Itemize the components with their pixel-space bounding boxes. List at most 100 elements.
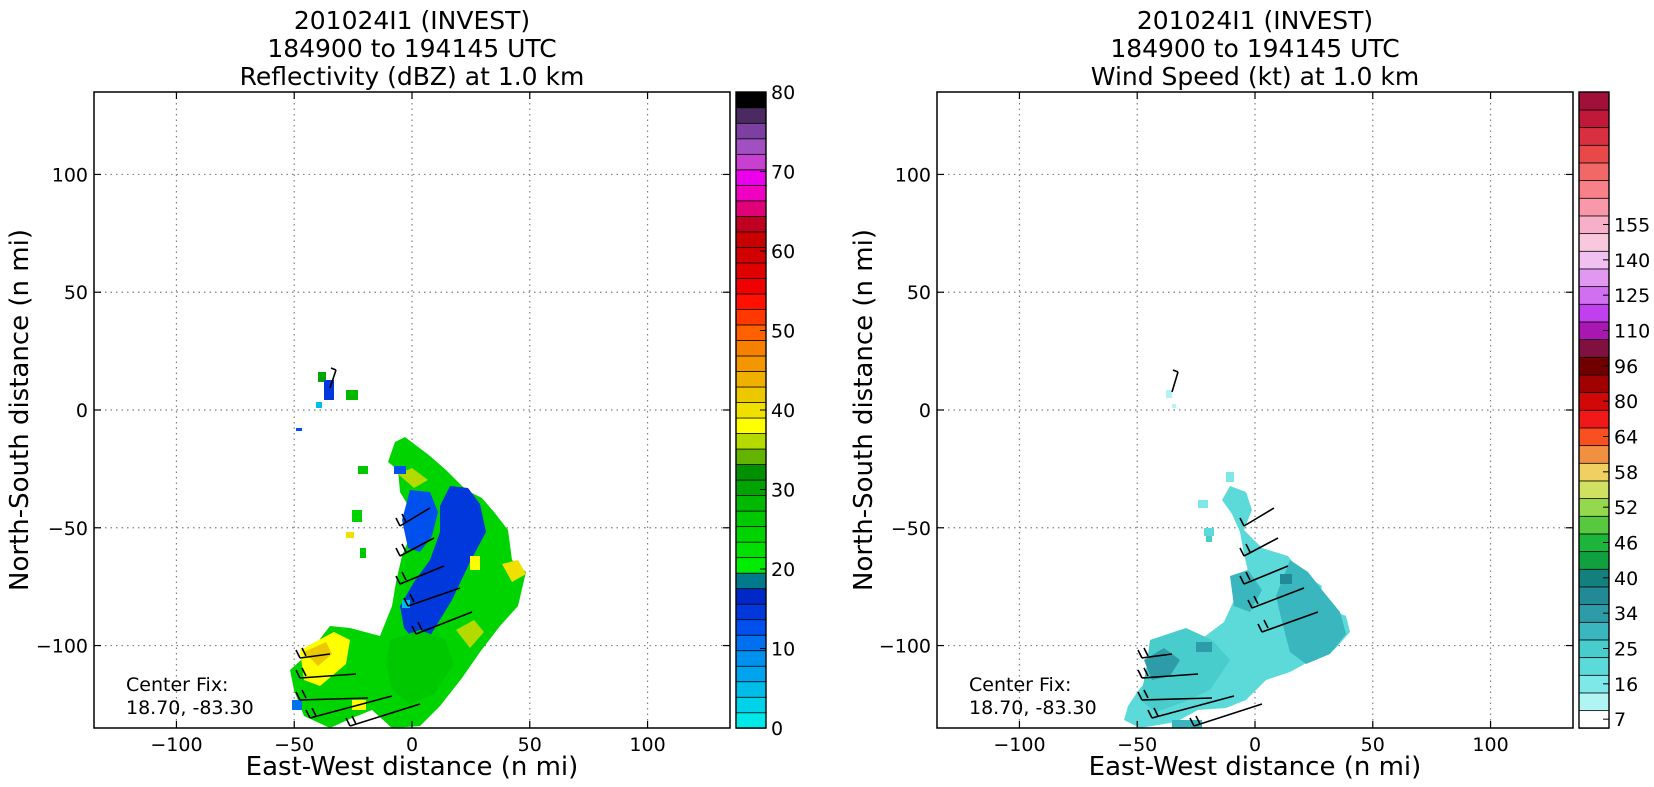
colorbar-segment [1578,338,1610,358]
colorbar-segment [1578,268,1610,288]
x-tick-label: −50 [274,734,314,756]
x-tick-label: −100 [150,734,202,756]
colorbar-tick-label: 25 [1614,639,1638,661]
grid-lines [94,92,730,728]
colorbar-tick-label: 140 [1614,250,1650,272]
colorbar-tick-label: 58 [1614,462,1638,484]
colorbar-segment [1578,303,1610,323]
y-axis-label: North-South distance (n mi) [849,229,879,591]
chart-title-line-3: Wind Speed (kt) at 1.0 km [1091,62,1419,91]
colorbar-segment [735,293,767,310]
colorbar-segment [735,231,767,248]
colorbar-segment [735,370,767,388]
grid-lines [937,92,1573,728]
y-tick-label: 100 [895,164,931,186]
colorbar-segment [735,417,767,434]
y-tick-label: −100 [36,636,88,658]
colorbar-segment [1578,444,1610,464]
center-fix-label: Center Fix: [969,674,1071,696]
reflectivity-panel: 201024I1 (INVEST) 184900 to 194145 UTC R… [5,6,795,782]
colorbar-segment [735,122,767,140]
colorbar-segment [735,619,767,636]
colorbar-tick-label: 10 [771,639,795,661]
colorbar-segment [735,696,767,714]
colorbar-segment [735,603,767,621]
y-tick-label: 100 [52,164,88,186]
colorbar-tick-label: 7 [1614,709,1626,731]
y-tick-label: 50 [907,282,931,304]
chart-title-line-2: 184900 to 194145 UTC [1110,34,1399,63]
colorbar-segment [735,200,767,217]
colorbar-segment [735,681,767,698]
x-axis-label: East-West distance (n mi) [246,752,579,782]
colorbar-border [1578,91,1610,729]
colorbar-segment [735,308,767,326]
colorbar-tick-label: 155 [1614,215,1650,237]
center-fix-label: Center Fix: [126,674,228,696]
colorbar-tick-label: 80 [1614,391,1638,413]
colorbar-segment [735,448,767,465]
x-tick-label: 0 [406,734,418,756]
colorbar-segment [1578,692,1610,712]
y-tick-label: 50 [64,282,88,304]
colorbar-segment [735,432,767,450]
colorbar-segment [735,587,767,605]
colorbar-segment [735,386,767,403]
colorbar-tick-label: 40 [1614,568,1638,590]
colorbar-segment [735,541,767,559]
x-tick-label: −50 [1117,734,1157,756]
colorbar-segment [735,479,767,497]
x-tick-label: 0 [1249,734,1261,756]
colorbar-segment [735,262,767,279]
colorbar-segment [735,355,767,372]
x-tick-label: 100 [629,734,665,756]
colorbar-tick-label: 70 [771,162,795,184]
colorbar-segment [1578,109,1610,129]
colorbar-segment [1578,374,1610,394]
colorbar-segment [735,153,767,171]
plot-area: −100 −50 0 50 100 −100 −50 0 50 100 Center Fix: 1… [36,91,731,756]
tick-labels: −100 −50 0 50 100 −100 −50 0 50 100 [879,164,1509,756]
colorbar-segment [1578,232,1610,252]
colorbar-tick-label: 34 [1614,603,1638,625]
y-tick-label: −100 [879,636,931,658]
colorbar-tick-label: 60 [771,241,795,263]
colorbar-segment [735,572,767,590]
colorbar-segment [1578,409,1610,429]
colorbar-tick-label: 0 [771,718,783,740]
colorbar-tick-label: 20 [771,559,795,581]
wind-speed-panel: 201024I1 (INVEST) 184900 to 194145 UTC W… [849,6,1650,782]
y-tick-label: 0 [919,400,931,422]
colorbar-segment [735,107,767,124]
colorbar-segment [1578,586,1610,606]
colorbar-tick-label: 80 [771,82,795,104]
colorbar-segment [735,665,767,683]
colorbar-segment [1578,197,1610,217]
colorbar-segment [735,91,767,109]
colorbar-segment [735,339,767,357]
x-tick-label: 100 [1472,734,1508,756]
colorbar-segment [735,138,767,155]
x-tick-label: 50 [1361,734,1385,756]
colorbar-segment [735,510,767,528]
colorbar-segment [735,463,767,481]
x-tick-label: −100 [993,734,1045,756]
reflectivity-colorbar: 0 10 20 30 40 50 60 70 80 [735,82,795,740]
colorbar-tick-label: 40 [771,400,795,422]
colorbar-segment [1578,179,1610,199]
plot-area: −100 −50 0 50 100 −100 −50 0 50 100 Center Fix: 1… [879,91,1574,756]
colorbar-segment [1578,91,1610,111]
colorbar-segment [735,324,767,341]
colorbar-tick-label: 46 [1614,533,1638,555]
colorbar-tick-label: 52 [1614,497,1638,519]
colorbar-tick-label: 96 [1614,356,1638,378]
colorbar-tick-label: 50 [771,321,795,343]
colorbar-segment [1578,621,1610,641]
colorbar-segment [1578,144,1610,164]
tick-marks [937,92,1573,728]
colorbar-tick-label: 110 [1614,321,1650,343]
colorbar-segment [735,246,767,264]
wind-barbs [1137,369,1319,727]
colorbar-segment [1578,126,1610,146]
